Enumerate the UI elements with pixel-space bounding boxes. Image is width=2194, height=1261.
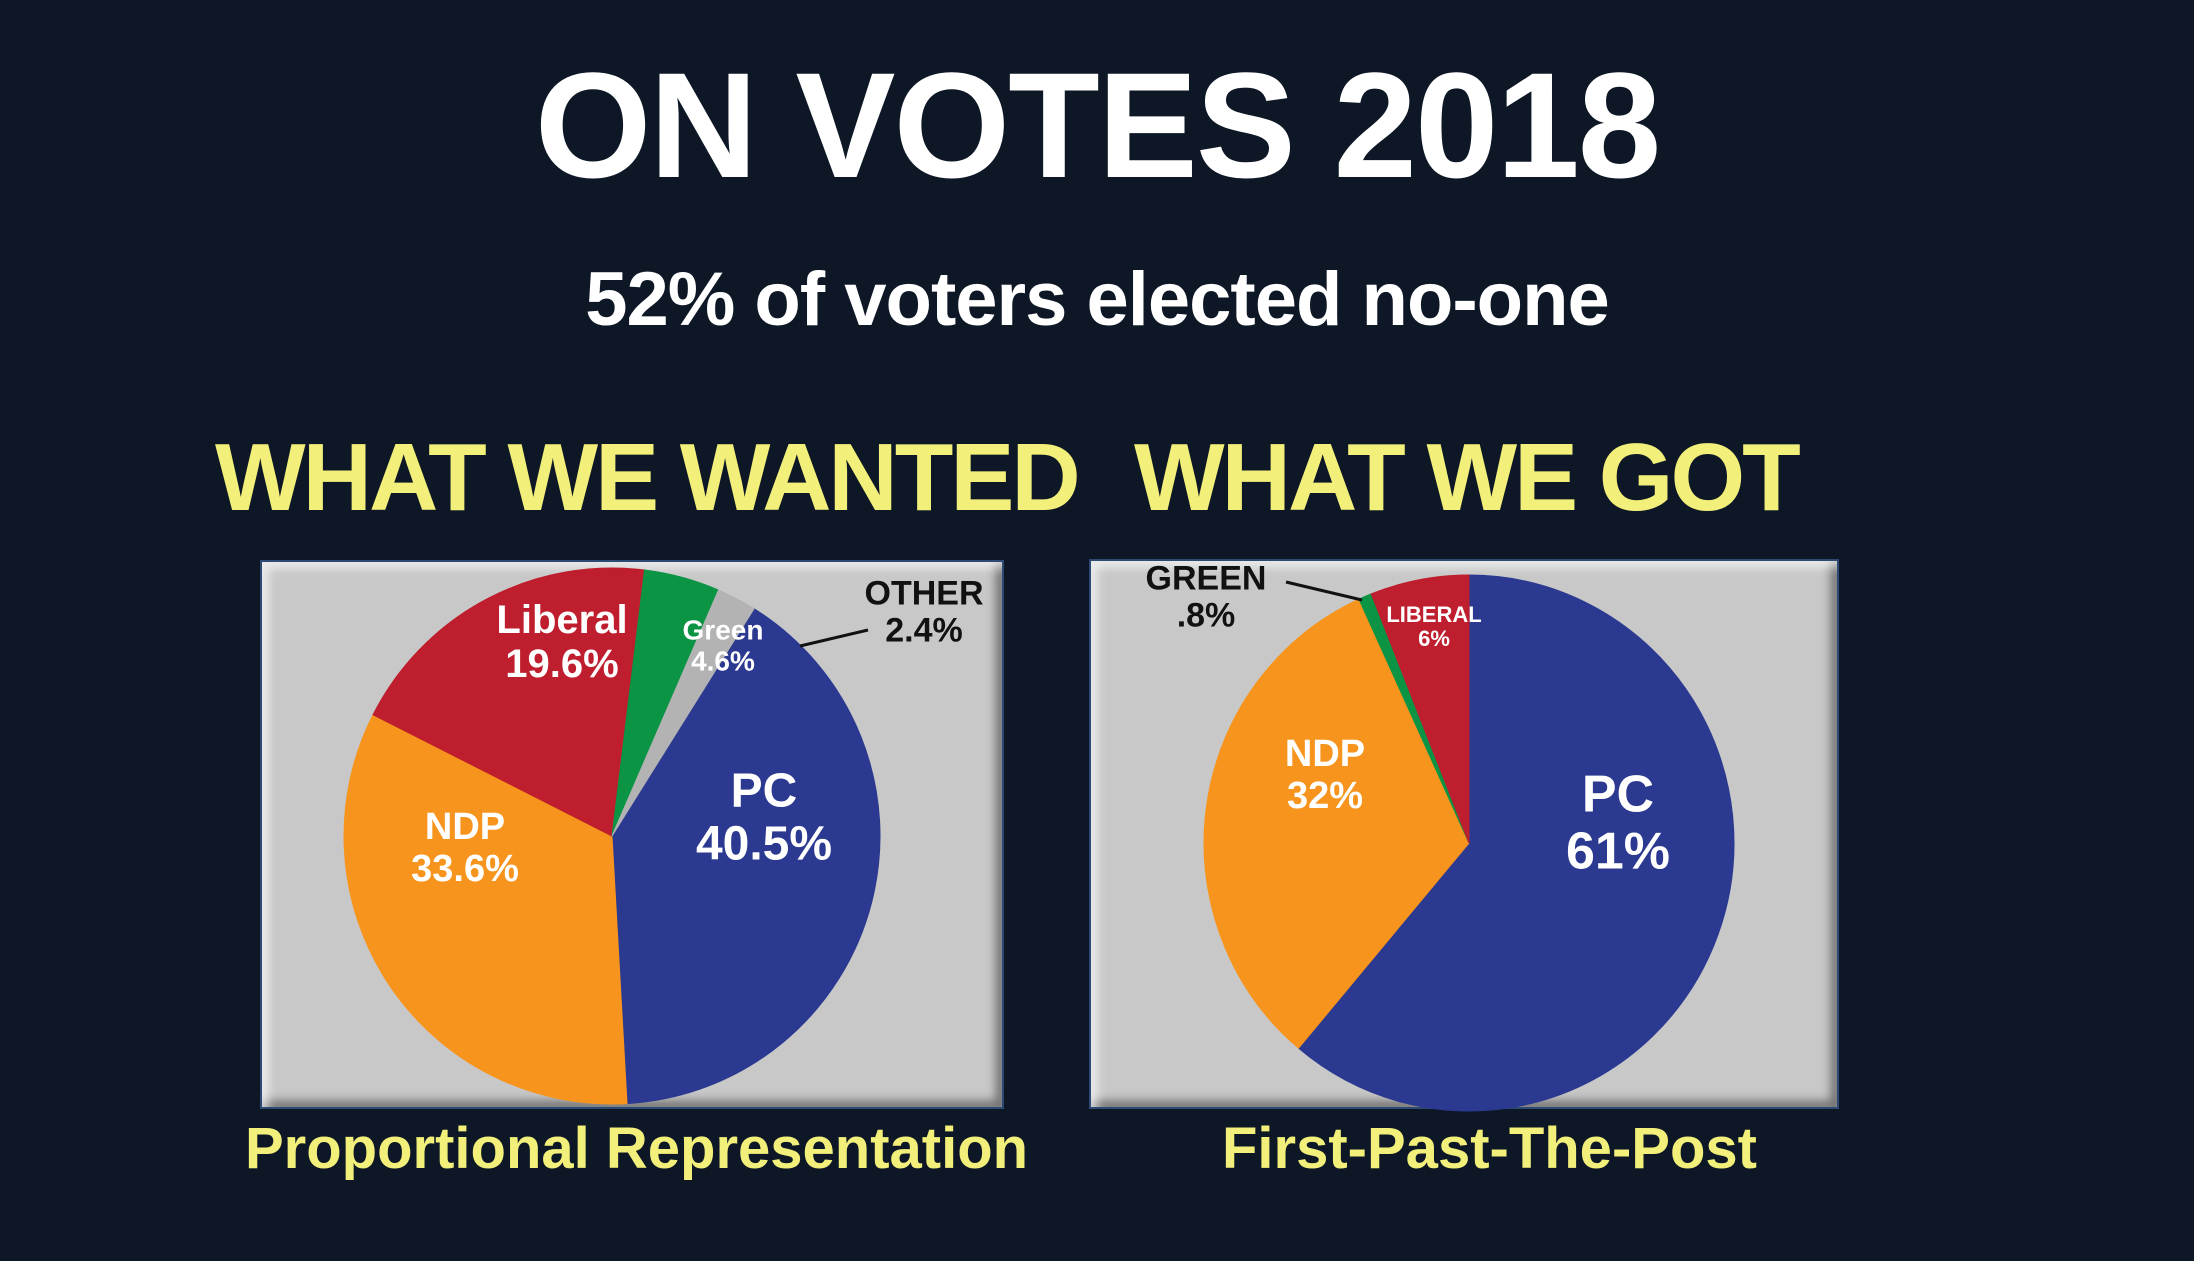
pie-right-value-pc: 61%: [1566, 823, 1670, 881]
pie-left-slice-ndp: [343, 714, 628, 1105]
pie-right-value-green: .8%: [1177, 597, 1236, 635]
left-caption: Proportional Representation: [245, 1116, 1029, 1181]
pie-right-label-ndp: NDP: [1285, 733, 1365, 775]
pie-left-value-pc: 40.5%: [696, 817, 832, 870]
right-caption: First-Past-The-Post: [1222, 1116, 1757, 1181]
pie-right-label-green: GREEN: [1146, 559, 1267, 597]
page-title: ON VOTES 2018: [534, 41, 1662, 209]
left-heading: WHAT WE WANTED: [215, 424, 1081, 531]
pie-left-value-liberal: 19.6%: [505, 642, 618, 686]
pie-left-slice-other: [611, 589, 755, 837]
pie-left-slice-liberal: [372, 567, 646, 837]
pie-left-label-green: Green: [683, 615, 764, 646]
pie-right-slice-ndp: [1203, 598, 1470, 1049]
pie-right-slice-liberal: [1370, 574, 1470, 844]
right-heading: WHAT WE GOT: [1134, 424, 1801, 531]
pie-right-value-liberal: 6%: [1418, 626, 1450, 651]
pie-right-slice-pc: [1297, 574, 1735, 1112]
pie-left-leader-line: [799, 628, 869, 648]
pie-left-slice-pc: [611, 608, 881, 1105]
pie-left-label-other: OTHER: [865, 574, 984, 612]
pie-right-leader-line: [1285, 580, 1363, 602]
pie-left-label-ndp: NDP: [425, 806, 505, 848]
pie-left-value-ndp: 33.6%: [411, 848, 519, 890]
pie-right-label-pc: PC: [1582, 765, 1654, 823]
pie-right-value-ndp: 32%: [1287, 775, 1363, 817]
page-subtitle: 52% of voters elected no-one: [585, 257, 1610, 342]
pie-left-value-other: 2.4%: [885, 612, 963, 650]
pie-left-label-pc: PC: [731, 765, 798, 818]
pie-left-label-liberal: Liberal: [496, 598, 627, 642]
pie-left-value-green: 4.6%: [691, 645, 755, 676]
pie-right-label-liberal: LIBERAL: [1386, 602, 1481, 627]
